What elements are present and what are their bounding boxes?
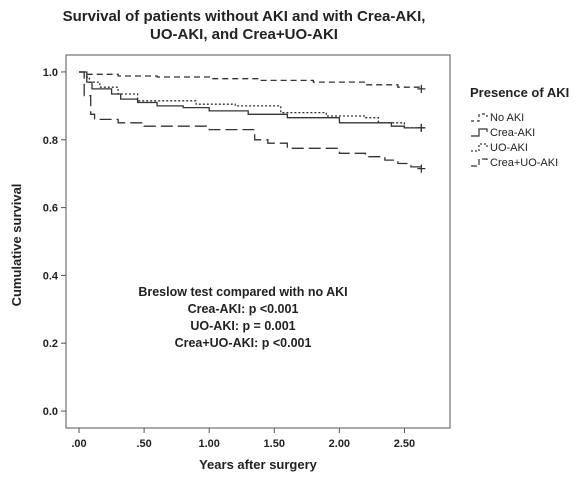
y-tick-label: 0.4	[43, 270, 59, 282]
legend-title: Presence of AKI	[470, 85, 569, 100]
survival-curve-crea-uo-aki	[79, 71, 423, 169]
breslow-annotation: Breslow test compared with no AKI Crea-A…	[138, 285, 347, 350]
legend-label: Crea-AKI	[490, 127, 535, 139]
chart-title: Survival of patients without AKI and wit…	[63, 8, 426, 43]
chart-title-line-1: Survival of patients without AKI and wit…	[63, 8, 426, 25]
y-tick-label: 0.8	[43, 135, 58, 147]
x-tick-label: 1.00	[198, 438, 219, 450]
y-tick-label: 0.0	[43, 406, 58, 418]
x-tick-label: .00	[71, 438, 86, 450]
y-tick-label: 1.0	[43, 67, 58, 79]
annotation-line-3: UO-AKI: p = 0.001	[190, 319, 295, 333]
x-tick-label: 2.50	[394, 438, 415, 450]
legend-item-crea-uo-aki: Crea+UO-AKI	[471, 157, 558, 169]
series-uo-aki	[79, 71, 426, 132]
x-axis: .00 .50 1.00 1.50 2.00 2.50	[71, 428, 415, 450]
legend-label: UO-AKI	[490, 142, 528, 154]
x-tick-label: .50	[136, 438, 151, 450]
survival-curve-no-aki	[79, 71, 423, 89]
legend-item-crea-aki: Crea-AKI	[471, 127, 535, 139]
censor-mark-crea-uo-aki	[417, 164, 426, 173]
x-tick-label: 2.00	[329, 438, 350, 450]
series-crea-uo-aki	[79, 71, 426, 173]
series-no-aki	[79, 71, 426, 93]
plot-frame	[65, 54, 451, 429]
x-axis-title: Years after surgery	[199, 457, 318, 472]
legend-label: Crea+UO-AKI	[490, 157, 558, 169]
legend: Presence of AKI No AKI Crea-AKI UO-AKI Crea…	[470, 85, 569, 169]
legend-label: No AKI	[490, 112, 524, 124]
legend-swatch	[471, 158, 488, 167]
survival-curve-uo-aki	[79, 71, 422, 129]
legend-item-uo-aki: UO-AKI	[471, 142, 528, 154]
annotation-line-1: Breslow test compared with no AKI	[138, 285, 347, 299]
survival-curve-crea-aki	[79, 71, 422, 129]
legend-swatch	[471, 128, 488, 137]
y-tick-label: 0.2	[43, 338, 58, 350]
x-tick-label: 1.50	[264, 438, 285, 450]
legend-item-no-aki: No AKI	[471, 112, 524, 124]
legend-swatch	[471, 143, 488, 152]
chart-title-line-2: UO-AKI, and Crea+UO-AKI	[150, 26, 338, 43]
survival-curves	[79, 71, 426, 173]
y-tick-label: 0.6	[43, 203, 58, 215]
annotation-line-4: Crea+UO-AKI: p <0.001	[175, 336, 312, 350]
annotation-line-2: Crea-AKI: p <0.001	[188, 302, 299, 316]
legend-swatch	[471, 113, 488, 122]
y-axis: 0.0 0.2 0.4 0.6 0.8 1.0	[43, 67, 66, 418]
y-axis-title: Cumulative survival	[9, 184, 24, 307]
censor-mark-no-aki	[417, 84, 426, 93]
censor-mark-uo-aki	[417, 123, 426, 132]
